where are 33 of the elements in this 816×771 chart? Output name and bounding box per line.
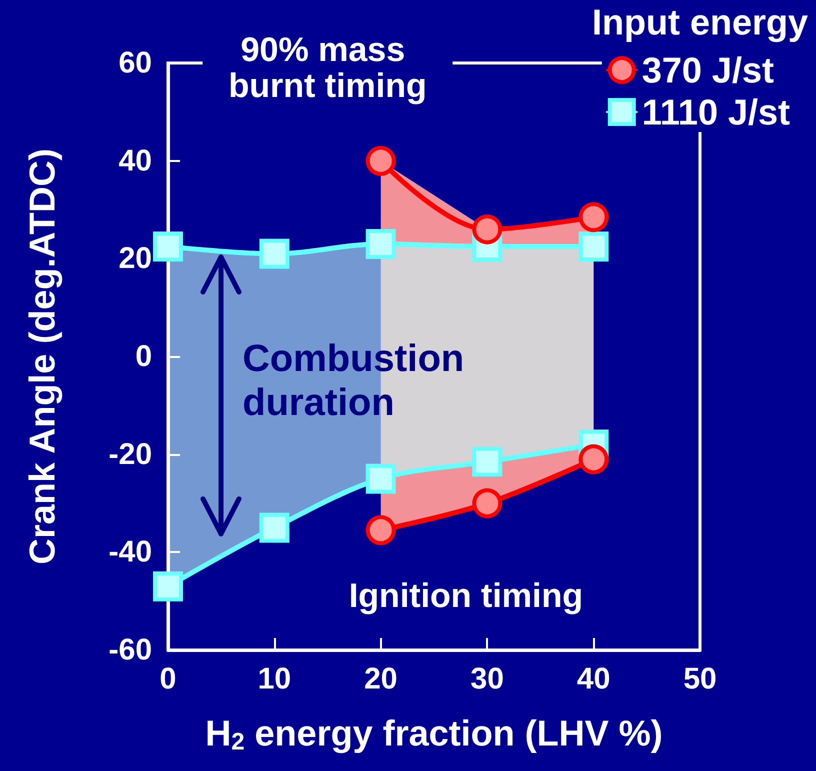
y-tick-label: -40 [108,536,152,569]
annotation: 90% mass burnt timing [228,30,427,105]
legend-title: Input energy [592,2,808,42]
point [472,446,502,477]
point [472,214,502,244]
point [153,231,183,262]
x-tick-label: 30 [470,662,504,696]
point [366,228,396,259]
x-tick-label: 40 [576,662,610,696]
y-tick-label: 40 [118,144,152,178]
y-tick-label: -20 [108,438,152,471]
point [578,202,609,232]
annotation: Ignition timing [348,577,584,616]
y-axis-title: Crank Angle (deg.ATDC) [22,148,62,565]
point [366,464,396,494]
point [366,515,396,546]
x-tick-label: 10 [258,662,292,696]
legend-label: 1110 J/st [642,92,790,132]
y-tick-label: -60 [108,634,152,666]
x-tick-label: 50 [683,662,717,696]
x-tick-label: 0 [160,662,176,696]
point [153,571,183,602]
y-tick-label: 0 [135,340,152,373]
y-tick-label: 20 [118,242,152,276]
x-tick-label: 20 [364,662,398,696]
point [259,512,290,543]
point [366,146,396,176]
point [472,488,502,518]
point [578,444,609,474]
y-tick-label: 60 [118,46,152,80]
point [578,231,609,262]
legend-label: 370 J/st [642,50,774,90]
point [259,238,290,269]
